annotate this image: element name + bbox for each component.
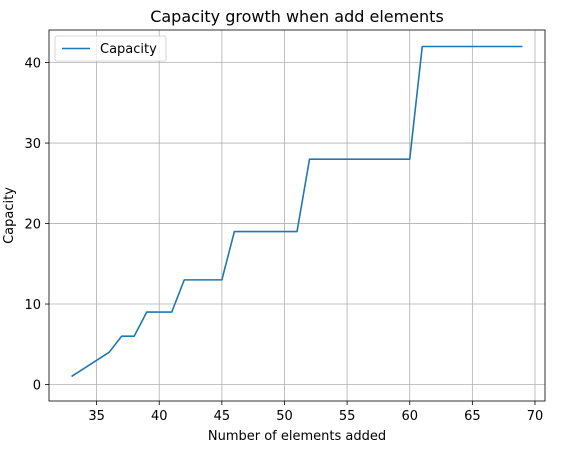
y-tick-label: 0 <box>33 379 41 394</box>
x-tick-label: 40 <box>151 409 168 424</box>
x-tick-label: 45 <box>214 409 231 424</box>
series-layer <box>71 45 523 378</box>
grid <box>49 30 545 401</box>
series-line-capacity <box>71 45 523 378</box>
x-tick-label: 35 <box>88 409 105 424</box>
ticks: 35 40 45 50 55 60 65 70 0 10 20 30 40 <box>24 57 543 424</box>
x-tick-label: 70 <box>527 409 544 424</box>
legend-box <box>54 35 167 62</box>
y-tick-label: 40 <box>24 57 41 72</box>
legend: Capacity <box>54 35 167 62</box>
y-axis-label: Capacity <box>2 187 17 244</box>
axes-frame <box>48 29 546 402</box>
x-tick-label: 60 <box>401 409 418 424</box>
y-tick-label: 10 <box>24 298 41 313</box>
x-tick-label: 65 <box>464 409 481 424</box>
x-tick-label: 55 <box>339 409 356 424</box>
y-tick-label: 30 <box>24 137 41 152</box>
x-tick-label: 50 <box>276 409 293 424</box>
legend-label: Capacity <box>100 42 157 57</box>
y-tick-label: 20 <box>24 218 41 233</box>
x-axis-label: Number of elements added <box>208 429 386 444</box>
chart-title: Capacity growth when add elements <box>150 7 444 26</box>
